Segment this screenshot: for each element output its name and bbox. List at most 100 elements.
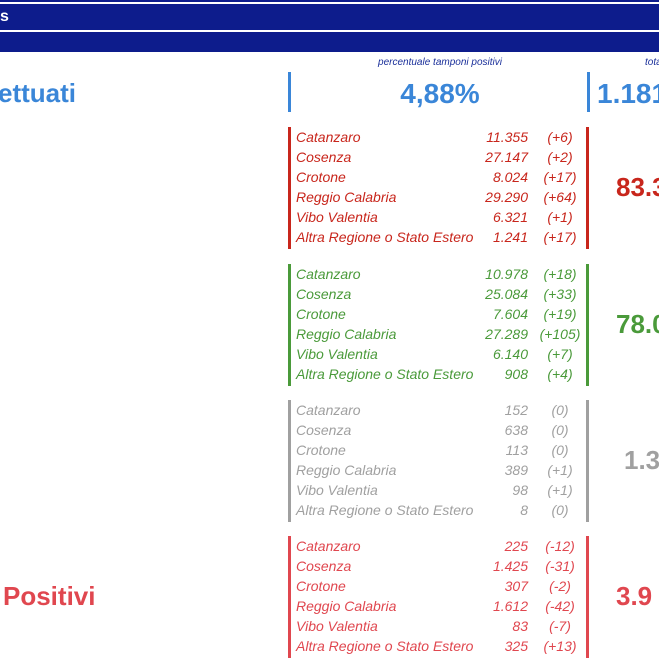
region-delta: (+64) <box>543 189 577 205</box>
region-delta: (+17) <box>543 229 577 245</box>
pct-value: 4,88% <box>400 78 480 109</box>
region-delta: (+13) <box>543 638 577 654</box>
group-border <box>586 400 589 522</box>
region-value: 25.084 <box>485 286 528 302</box>
region-name: Altra Regione o Stato Estero <box>296 502 474 518</box>
region-name: Cosenza <box>296 558 352 574</box>
region-value: 29.290 <box>485 189 528 205</box>
region-row: Crotone 113 (0) <box>0 440 659 460</box>
group-total: 3.9 <box>616 581 653 611</box>
region-value: 908 <box>504 366 528 382</box>
region-delta: (0) <box>551 422 569 438</box>
region-name: Catanzaro <box>296 538 361 554</box>
group-total: 1.3 <box>624 445 659 475</box>
group-border <box>288 264 291 386</box>
region-name: Cosenza <box>296 422 352 438</box>
region-name: Vibo Valentia <box>296 482 378 498</box>
region-row: Cosenza 1.425 (-31) <box>0 556 659 576</box>
region-value: 6.140 <box>492 346 528 362</box>
region-name: Reggio Calabria <box>296 598 397 614</box>
region-row: Reggio Calabria 27.289 (+105) <box>0 324 659 344</box>
region-delta: (0) <box>551 502 569 518</box>
header-band <box>0 0 659 52</box>
total-value: 1.181 <box>597 78 659 109</box>
region-name: Reggio Calabria <box>296 326 397 342</box>
group-total: 78.0 <box>616 309 659 339</box>
region-delta: (+1) <box>547 482 573 498</box>
region-row: Altra Regione o Stato Estero 908 (+4) <box>0 364 659 384</box>
region-value: 1.425 <box>492 558 528 574</box>
region-row: Catanzaro 152 (0) <box>0 400 659 420</box>
header-title: s <box>0 8 9 25</box>
region-name: Catanzaro <box>296 266 361 282</box>
region-row: Vibo Valentia 6.140 (+7) <box>0 344 659 364</box>
region-delta: (+17) <box>543 169 577 185</box>
region-value: 27.289 <box>485 326 528 342</box>
region-row: Vibo Valentia 83 (-7) <box>0 616 659 636</box>
region-row: Altra Regione o Stato Estero 325 (+13) <box>0 636 659 656</box>
region-row: Vibo Valentia 6.321 (+1) <box>0 207 659 227</box>
region-row: Altra Regione o Stato Estero 8 (0) <box>0 500 659 520</box>
group-border <box>586 127 589 249</box>
region-name: Crotone <box>296 578 346 594</box>
region-row: Cosenza 25.084 (+33) <box>0 284 659 304</box>
region-delta: (+19) <box>543 306 577 322</box>
region-name: Cosenza <box>296 149 352 165</box>
region-row: Catanzaro 10.978 (+18) <box>0 264 659 284</box>
region-value: 7.604 <box>492 306 528 322</box>
region-value: 8.024 <box>492 169 528 185</box>
region-name: Vibo Valentia <box>296 209 378 225</box>
region-value: 307 <box>504 578 528 594</box>
region-name: Altra Regione o Stato Estero <box>296 366 474 382</box>
region-value: 98 <box>512 482 528 498</box>
region-delta: (+105) <box>539 326 581 342</box>
region-row: Reggio Calabria 29.290 (+64) <box>0 187 659 207</box>
divider <box>288 72 291 112</box>
region-value: 638 <box>504 422 528 438</box>
region-row: Crotone 307 (-2) <box>0 576 659 596</box>
region-name: Vibo Valentia <box>296 618 378 634</box>
divider <box>587 72 590 112</box>
total-caption: tota <box>645 57 659 68</box>
group-border <box>288 127 291 249</box>
region-delta: (0) <box>551 442 569 458</box>
group-border <box>586 264 589 386</box>
region-delta: (+33) <box>543 286 577 302</box>
group-border <box>586 536 589 658</box>
region-value: 113 <box>505 442 528 458</box>
region-value: 1.612 <box>492 598 528 614</box>
region-value: 389 <box>504 462 528 478</box>
region-value: 225 <box>504 538 528 554</box>
region-value: 6.321 <box>492 209 528 225</box>
region-delta: (-2) <box>549 578 571 594</box>
region-delta: (-31) <box>545 558 575 574</box>
region-row: Crotone 8.024 (+17) <box>0 167 659 187</box>
region-delta: (+1) <box>547 209 573 225</box>
region-delta: (0) <box>551 402 569 418</box>
group-border <box>288 536 291 658</box>
region-row: Reggio Calabria 1.612 (-42) <box>0 596 659 616</box>
region-delta: (+4) <box>547 366 573 382</box>
region-delta: (+6) <box>547 129 573 145</box>
region-row: Catanzaro 11.355 (+6) <box>0 127 659 147</box>
region-value: 325 <box>504 638 528 654</box>
region-delta: (-42) <box>545 598 575 614</box>
group-border <box>288 400 291 522</box>
region-name: Crotone <box>296 169 346 185</box>
region-row: Cosenza 27.147 (+2) <box>0 147 659 167</box>
region-row: Cosenza 638 (0) <box>0 420 659 440</box>
region-value: 8 <box>520 502 528 518</box>
region-value: 1.241 <box>492 229 528 245</box>
group-total: 83.3 <box>616 172 659 202</box>
region-delta: (-12) <box>545 538 575 554</box>
region-name: Catanzaro <box>296 129 361 145</box>
region-name: Reggio Calabria <box>296 189 397 205</box>
region-value: 83 <box>512 618 528 634</box>
region-name: Altra Regione o Stato Estero <box>296 229 474 245</box>
region-delta: (+1) <box>547 462 573 478</box>
region-name: Crotone <box>296 442 346 458</box>
region-value: 10.978 <box>485 266 528 282</box>
pct-caption: percentuale tamponi positivi <box>378 57 502 68</box>
region-name: Vibo Valentia <box>296 346 378 362</box>
